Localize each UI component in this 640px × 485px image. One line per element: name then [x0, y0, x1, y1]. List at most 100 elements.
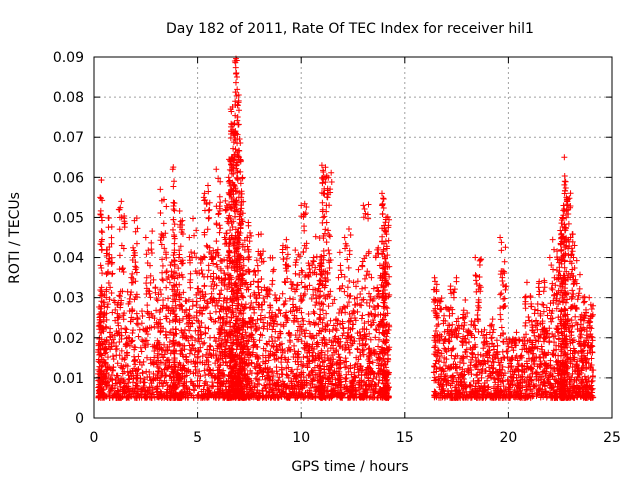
- cloud-point: [193, 227, 199, 233]
- cloud-point: [151, 277, 157, 283]
- cloud-point: [206, 207, 212, 213]
- cloud-point: [281, 256, 287, 262]
- chart-title: Day 182 of 2011, Rate Of TEC Index for r…: [166, 21, 534, 37]
- cloud-point: [129, 330, 135, 336]
- cloud-point: [149, 250, 155, 256]
- cloud-point: [498, 316, 504, 322]
- cloud-point: [468, 383, 474, 389]
- cloud-point: [106, 280, 112, 286]
- cloud-point: [202, 283, 208, 289]
- cloud-point: [148, 294, 154, 300]
- cloud-point: [499, 278, 505, 284]
- cloud-point: [282, 279, 288, 285]
- cloud-point: [190, 215, 196, 221]
- cloud-point: [359, 286, 365, 292]
- cloud-point: [437, 307, 443, 313]
- cloud-point: [441, 313, 447, 319]
- cloud-point: [236, 121, 242, 127]
- cloud-point: [497, 312, 503, 318]
- cloud-point: [269, 334, 275, 340]
- cloud-point: [128, 292, 134, 298]
- cloud-point: [135, 354, 141, 360]
- cloud-point: [449, 388, 455, 394]
- cloud-point: [198, 260, 204, 266]
- cloud-point: [498, 239, 504, 245]
- cloud-point: [148, 240, 154, 246]
- cloud-point: [342, 364, 348, 370]
- cloud-point: [500, 349, 506, 355]
- cloud-point: [171, 241, 177, 247]
- cloud-point: [135, 333, 141, 339]
- cloud-point: [328, 170, 334, 176]
- cloud-point: [455, 316, 461, 322]
- cloud-point: [125, 289, 131, 295]
- cloud-point: [327, 233, 333, 239]
- cloud-point: [117, 293, 123, 299]
- cloud-point: [99, 228, 105, 234]
- cloud-point: [448, 353, 454, 359]
- cloud-point: [202, 372, 208, 378]
- cloud-point: [206, 215, 212, 221]
- cloud-point: [519, 363, 525, 369]
- cloud-point: [317, 306, 323, 312]
- cloud-point: [227, 320, 233, 326]
- cloud-point: [360, 258, 366, 264]
- cloud-point: [381, 196, 387, 202]
- cloud-point: [239, 191, 245, 197]
- cloud-point: [130, 245, 136, 251]
- cloud-point: [206, 326, 212, 332]
- cloud-point: [161, 220, 167, 226]
- cloud-point: [237, 169, 243, 175]
- cloud-point: [284, 268, 290, 274]
- cloud-point: [375, 343, 381, 349]
- cloud-point: [276, 307, 282, 313]
- cloud-point: [140, 380, 146, 386]
- cloud-point: [187, 285, 193, 291]
- cloud-point: [110, 270, 116, 276]
- cloud-point: [374, 285, 380, 291]
- cloud-point: [155, 297, 161, 303]
- cloud-point: [247, 230, 253, 236]
- cloud-point: [139, 370, 145, 376]
- cloud-point: [201, 368, 207, 374]
- cloud-point: [502, 295, 508, 301]
- cloud-point: [348, 232, 354, 238]
- cloud-point: [190, 303, 196, 309]
- cloud-point: [124, 326, 130, 332]
- cloud-point: [320, 307, 326, 313]
- cloud-point: [143, 280, 149, 286]
- cloud-point: [274, 364, 280, 370]
- cloud-point: [172, 221, 178, 227]
- cloud-point: [130, 327, 136, 333]
- cloud-point: [239, 176, 245, 182]
- cloud-point: [329, 179, 335, 185]
- cloud-point: [222, 198, 228, 204]
- cloud-point: [109, 290, 115, 296]
- cloud-point: [247, 293, 253, 299]
- cloud-point: [226, 249, 232, 255]
- cloud-point: [432, 343, 438, 349]
- cloud-point: [345, 284, 351, 290]
- cloud-point: [325, 348, 331, 354]
- cloud-point: [163, 285, 169, 291]
- cloud-point: [432, 275, 438, 281]
- cloud-point: [312, 310, 318, 316]
- cloud-point: [498, 247, 504, 253]
- cloud-point: [341, 289, 347, 295]
- cloud-point: [98, 177, 104, 183]
- cloud-point: [320, 214, 326, 220]
- cloud-point: [321, 248, 327, 254]
- cloud-point: [343, 375, 349, 381]
- cloud-point: [233, 71, 239, 77]
- cloud-point: [473, 273, 479, 279]
- cloud-point: [163, 204, 169, 210]
- cloud-point: [207, 200, 213, 206]
- cloud-point: [253, 326, 259, 332]
- cloud-point: [319, 300, 325, 306]
- cloud-point: [202, 324, 208, 330]
- cloud-point: [256, 284, 262, 290]
- cloud-point: [207, 343, 213, 349]
- cloud-point: [433, 328, 439, 334]
- cloud-point: [326, 232, 332, 238]
